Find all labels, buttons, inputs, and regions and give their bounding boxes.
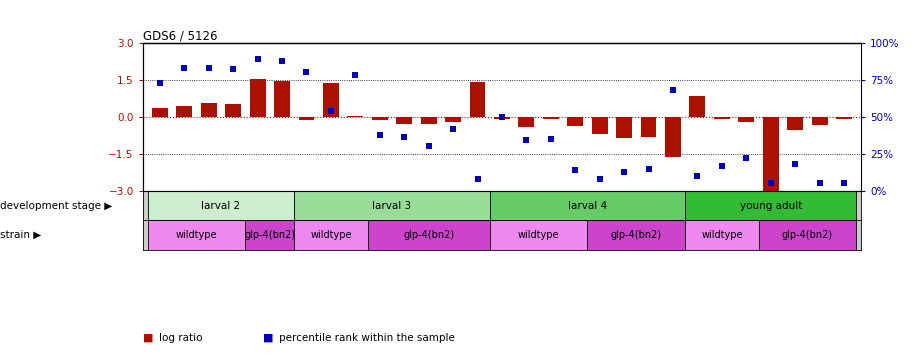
Point <box>470 176 484 182</box>
Point <box>836 181 851 186</box>
Point <box>812 181 827 186</box>
Bar <box>567 117 583 126</box>
Bar <box>494 117 510 119</box>
Bar <box>836 117 852 119</box>
Text: wildtype: wildtype <box>310 230 352 240</box>
Point <box>495 114 509 120</box>
Bar <box>201 103 216 117</box>
Text: wildtype: wildtype <box>701 230 742 240</box>
Point <box>177 65 192 71</box>
Bar <box>690 96 705 117</box>
Bar <box>470 82 485 117</box>
Bar <box>147 191 294 220</box>
Bar <box>298 117 314 120</box>
Text: wildtype: wildtype <box>518 230 559 240</box>
Bar <box>759 220 857 250</box>
Bar <box>245 220 294 250</box>
Text: ■: ■ <box>143 333 153 343</box>
Text: larval 4: larval 4 <box>568 201 607 211</box>
Bar <box>152 108 168 117</box>
Bar <box>714 117 729 119</box>
Bar <box>372 117 388 120</box>
Point <box>543 136 558 142</box>
Text: larval 3: larval 3 <box>372 201 412 211</box>
Bar <box>592 117 608 134</box>
Bar <box>763 117 778 191</box>
Point <box>787 161 802 167</box>
Text: strain ▶: strain ▶ <box>0 230 41 240</box>
Point <box>251 56 265 62</box>
Bar <box>811 117 828 125</box>
Text: larval 2: larval 2 <box>202 201 240 211</box>
Point <box>299 70 314 75</box>
Bar <box>519 117 534 127</box>
Text: percentile rank within the sample: percentile rank within the sample <box>279 333 455 343</box>
Point <box>397 135 412 140</box>
Point <box>323 108 338 114</box>
Point <box>421 144 436 149</box>
Point <box>568 167 583 173</box>
Point <box>690 173 705 179</box>
Bar <box>490 191 685 220</box>
Bar <box>396 117 413 124</box>
Bar <box>665 117 681 157</box>
Bar <box>588 220 685 250</box>
Bar <box>641 117 657 136</box>
Point <box>202 65 216 71</box>
Text: young adult: young adult <box>740 201 802 211</box>
Bar <box>147 220 245 250</box>
Bar <box>274 81 290 117</box>
Text: glp-4(bn2): glp-4(bn2) <box>244 230 296 240</box>
Point <box>226 67 240 72</box>
Bar <box>176 106 192 117</box>
Text: wildtype: wildtype <box>176 230 217 240</box>
Bar <box>226 105 241 117</box>
Point <box>372 132 387 137</box>
Bar <box>347 116 363 117</box>
Text: glp-4(bn2): glp-4(bn2) <box>403 230 454 240</box>
Point <box>617 169 632 174</box>
Point <box>715 163 729 169</box>
Bar <box>367 220 490 250</box>
Bar <box>490 220 588 250</box>
Text: log ratio: log ratio <box>159 333 203 343</box>
Point <box>274 58 289 64</box>
Bar <box>616 117 632 138</box>
Text: GDS6 / 5126: GDS6 / 5126 <box>143 30 217 43</box>
Text: glp-4(bn2): glp-4(bn2) <box>611 230 662 240</box>
Point <box>446 126 460 131</box>
Bar <box>739 117 754 122</box>
Bar <box>685 191 857 220</box>
Point <box>348 72 363 78</box>
Bar <box>685 220 759 250</box>
Point <box>519 137 534 143</box>
Bar <box>250 79 265 117</box>
Bar <box>787 117 803 130</box>
Point <box>153 80 168 86</box>
Point <box>641 166 656 171</box>
Text: glp-4(bn2): glp-4(bn2) <box>782 230 833 240</box>
Bar <box>542 117 559 119</box>
Text: ■: ■ <box>262 333 273 343</box>
Point <box>592 176 607 182</box>
Bar <box>294 191 490 220</box>
Bar <box>294 220 367 250</box>
Point <box>666 87 681 93</box>
Bar <box>421 117 437 124</box>
Point <box>764 181 778 186</box>
Bar <box>323 83 339 117</box>
Bar <box>445 117 461 122</box>
Text: development stage ▶: development stage ▶ <box>0 201 112 211</box>
Point <box>739 155 753 161</box>
